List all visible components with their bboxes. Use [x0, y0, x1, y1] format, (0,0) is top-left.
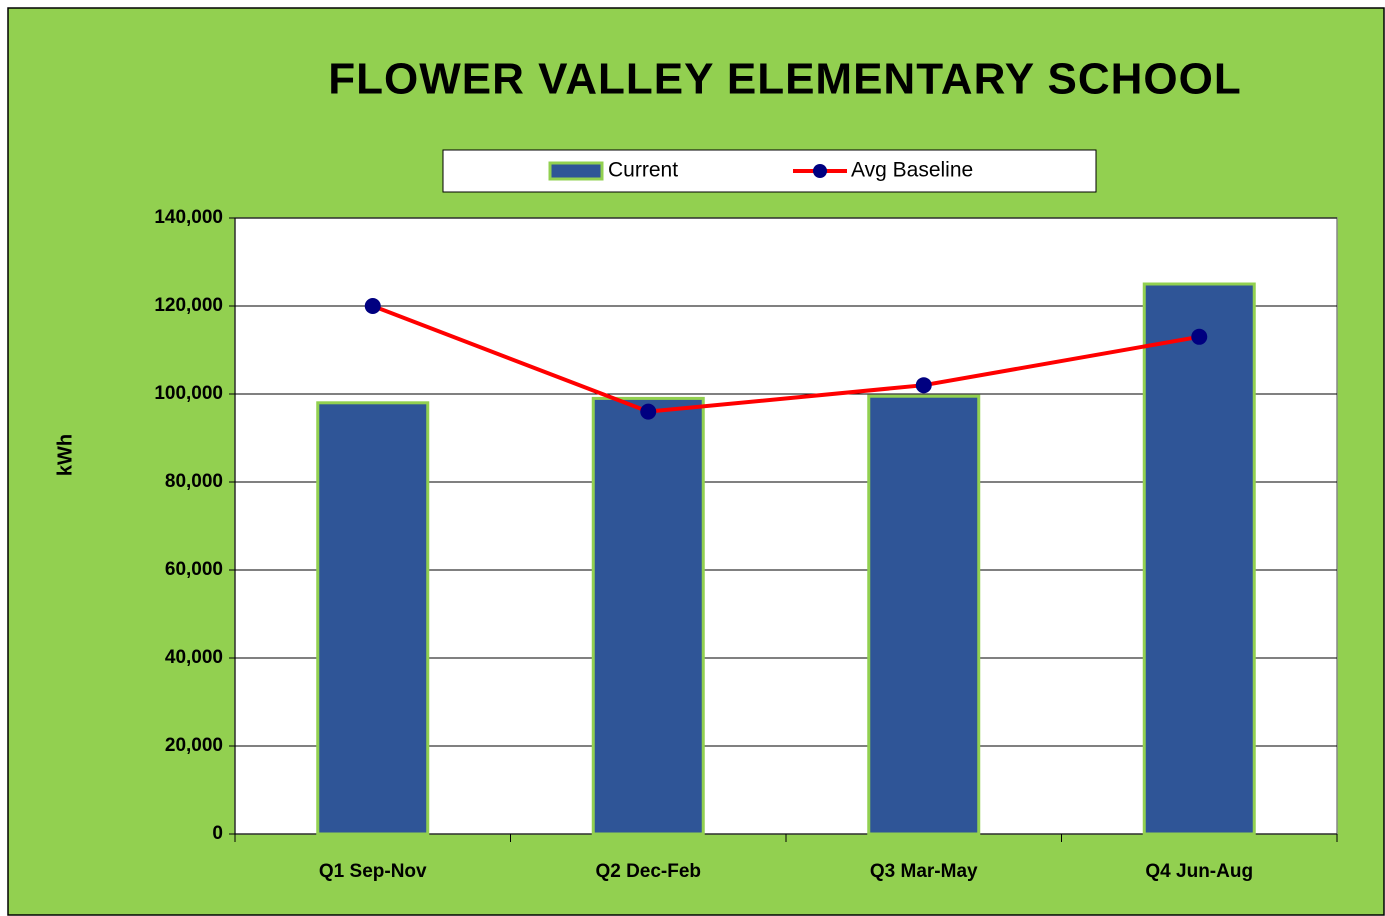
y-tick-label: 20,000 [165, 735, 223, 756]
y-tick-label: 80,000 [165, 471, 223, 492]
chart-title: FLOWER VALLEY ELEMENTARY SCHOOL [328, 55, 1241, 104]
line-marker [915, 377, 932, 394]
bar [316, 401, 430, 836]
bar [867, 394, 981, 836]
legend-box [442, 149, 1097, 193]
y-tick-label: 0 [212, 823, 223, 844]
y-axis-label: kWh [54, 434, 76, 476]
y-tick-label: 40,000 [165, 647, 223, 668]
bar [591, 396, 705, 836]
y-tick-label: 120,000 [154, 295, 223, 316]
x-tick-label: Q1 Sep-Nov [319, 861, 427, 882]
legend-label: Avg Baseline [851, 159, 973, 182]
y-tick-label: 60,000 [165, 559, 223, 580]
line-marker [640, 403, 657, 420]
y-tick-label: 140,000 [154, 207, 223, 228]
bar [1142, 282, 1256, 836]
line-marker [364, 298, 381, 314]
x-tick-label: Q2 Dec-Feb [595, 861, 701, 882]
legend-swatch [548, 161, 604, 181]
line-marker [1191, 328, 1208, 345]
y-tick-label: 100,000 [154, 383, 223, 404]
legend-marker [813, 164, 827, 178]
line [372, 304, 1200, 414]
legend-label: Current [608, 159, 678, 182]
x-tick-label: Q3 Mar-May [870, 861, 978, 882]
x-tick-label: Q4 Jun-Aug [1145, 861, 1253, 882]
